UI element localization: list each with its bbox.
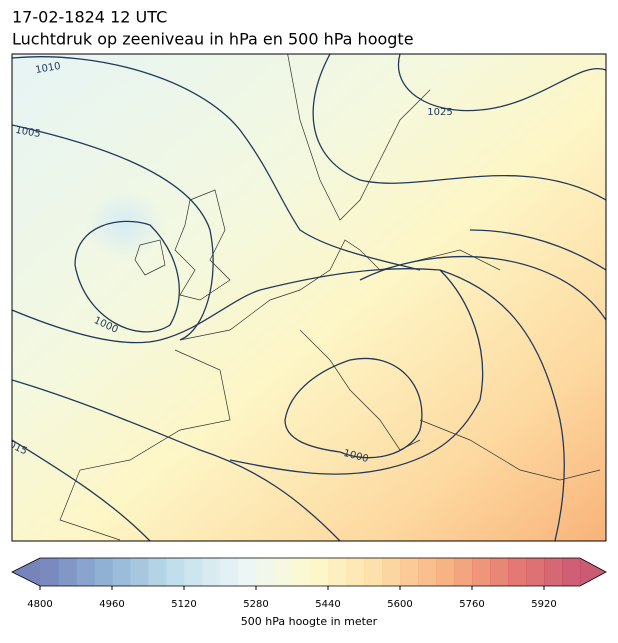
colorbar-segment	[148, 558, 167, 586]
colorbar-tick-label: 5120	[171, 599, 196, 610]
colorbar-segment	[166, 558, 185, 586]
colorbar-extend-high	[580, 558, 606, 586]
colorbar-segment	[400, 558, 419, 586]
colorbar-tick-label: 4800	[27, 599, 52, 610]
isobars	[12, 54, 606, 541]
low-area	[85, 190, 165, 260]
contour-label: 1005	[14, 125, 41, 140]
colorbar-segment	[364, 558, 383, 586]
colorbar-segment	[526, 558, 545, 586]
map-frame	[11, 53, 607, 542]
colorbar-tick-label: 5280	[243, 599, 268, 610]
colorbar-segment	[76, 558, 95, 586]
colorbar-segment	[562, 558, 581, 586]
colorbar-tick-label: 5760	[459, 599, 484, 610]
colorbar-segment	[472, 558, 491, 586]
colorbar-segment	[58, 558, 77, 586]
colorbar-segment	[382, 558, 401, 586]
colorbar-segment	[454, 558, 473, 586]
colorbar-segment	[346, 558, 365, 586]
colorbar-segment	[544, 558, 563, 586]
colorbar-segment	[490, 558, 509, 586]
colorbar-segment	[274, 558, 293, 586]
title: 17-02-1824 12 UTC	[12, 8, 167, 27]
colorbar-segment	[328, 558, 347, 586]
colorbar-segment	[292, 558, 311, 586]
colorbar-tick-label: 5440	[315, 599, 340, 610]
colorbar-segment	[418, 558, 437, 586]
colorbar-label: 500 hPa hoogte in meter	[241, 615, 378, 628]
colorbar-segment	[310, 558, 329, 586]
contour-label: 1010	[35, 61, 62, 76]
colorbar-segment	[40, 558, 59, 586]
colorbar-segment	[94, 558, 113, 586]
colorbar-segment	[238, 558, 257, 586]
colorbar-tick-label: 5920	[531, 599, 556, 610]
colorbar-tick-label: 5600	[387, 599, 412, 610]
colorbar-tick-label: 4960	[99, 599, 124, 610]
colorbar-segment	[184, 558, 203, 586]
coastline	[59, 54, 601, 541]
contour-label: 1025	[427, 107, 452, 118]
colorbar-segment	[220, 558, 239, 586]
map-background	[12, 54, 606, 541]
colorbar-segment	[130, 558, 149, 586]
colorbar-segment	[112, 558, 131, 586]
colorbar-segment	[436, 558, 455, 586]
colorbar-outline	[11, 557, 607, 587]
subtitle: Luchtdruk op zeeniveau in hPa en 500 hPa…	[12, 30, 414, 49]
colorbar-extend-low	[12, 558, 40, 586]
colorbar-segment	[508, 558, 527, 586]
colorbar-segment	[256, 558, 275, 586]
colorbar-segment	[202, 558, 221, 586]
